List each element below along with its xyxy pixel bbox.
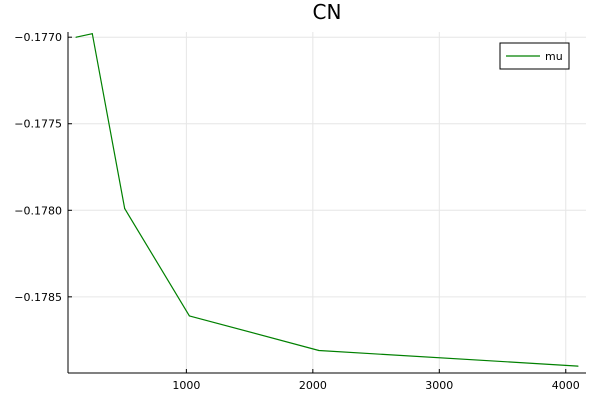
data-point [318, 349, 320, 352]
data-point [124, 207, 126, 210]
y-tick-label: −0.1785 [14, 291, 62, 304]
legend: mu [499, 42, 570, 70]
grid-lines [68, 32, 586, 373]
axes [67, 32, 586, 374]
chart-title: CN [313, 0, 342, 24]
legend-label-mu: mu [545, 50, 563, 63]
series-lines [75, 33, 579, 367]
data-point [75, 36, 77, 38]
tick-labels: 1000 2000 3000 4000 −0.1770 −0.1775 −0.1780 −0.… [14, 31, 579, 392]
series-line-mu [75, 33, 578, 367]
x-tick-label: 3000 [425, 379, 453, 392]
x-tick-label: 4000 [552, 379, 580, 392]
y-tick-label: −0.1780 [14, 204, 62, 217]
data-point [577, 365, 579, 367]
y-tick-label: −0.1775 [14, 118, 62, 131]
data-point [188, 315, 191, 317]
data-point [91, 33, 93, 35]
x-tick-label: 2000 [299, 379, 327, 392]
x-tick-label: 1000 [172, 379, 200, 392]
y-tick-label: −0.1770 [14, 31, 62, 44]
